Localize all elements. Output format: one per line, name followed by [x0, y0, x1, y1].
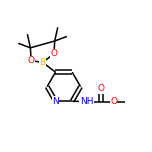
Text: N: N [52, 97, 59, 106]
Text: NH: NH [80, 97, 93, 106]
Text: O: O [110, 97, 117, 106]
Text: B: B [40, 58, 46, 67]
Text: O: O [98, 85, 105, 93]
Text: O: O [50, 49, 57, 58]
Text: O: O [28, 56, 35, 65]
